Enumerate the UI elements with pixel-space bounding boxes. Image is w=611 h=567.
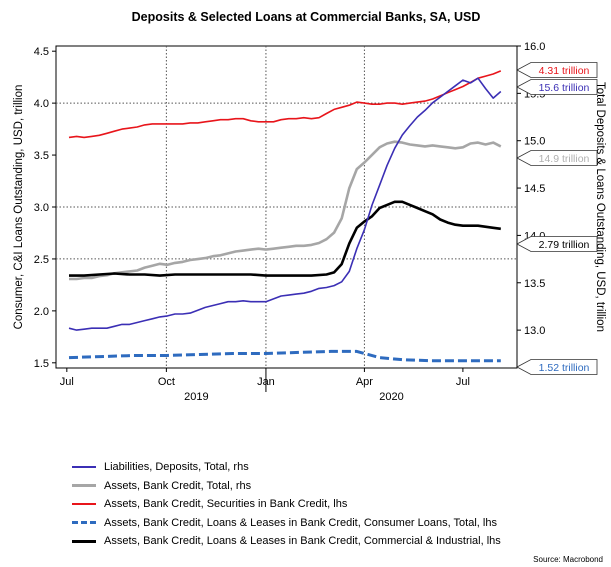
- source-note: Source: Macrobond: [533, 555, 603, 564]
- end-label-box: [516, 62, 598, 78]
- legend: Liabilities, Deposits, Total, rhs Assets…: [72, 458, 501, 551]
- x-tick-label: Oct: [158, 376, 175, 388]
- series-line: [69, 140, 502, 281]
- end-label: 2.79 trillion: [516, 236, 598, 252]
- y-right-tick-label: 13.5: [524, 278, 545, 290]
- end-label-text: 2.79 trillion: [539, 239, 590, 251]
- end-label-box: [516, 150, 598, 166]
- legend-item-deposits: Liabilities, Deposits, Total, rhs: [72, 458, 501, 477]
- axes: 4.54.03.53.02.52.01.516.015.515.014.514.…: [34, 41, 546, 403]
- y-left-tick-label: 3.5: [34, 150, 49, 162]
- legend-swatch: [72, 539, 96, 543]
- chart-title: Deposits & Selected Loans at Commercial …: [132, 10, 481, 24]
- end-label: 1.52 trillion: [516, 359, 598, 375]
- series-line: [68, 77, 502, 331]
- end-label-box: [516, 359, 598, 375]
- x-year-label: 2020: [379, 391, 403, 403]
- end-label-box: [516, 236, 598, 252]
- x-tick-label: Jul: [456, 376, 470, 388]
- series-line: [68, 349, 501, 363]
- end-label-text: 4.31 trillion: [539, 65, 590, 77]
- legend-item-consumer-loans: Assets, Bank Credit, Loans & Leases in B…: [72, 514, 501, 533]
- end-label-text: 14.9 trillion: [539, 153, 590, 165]
- end-label-box: [516, 79, 598, 95]
- legend-swatch: [72, 484, 96, 488]
- plot-area: [55, 45, 518, 369]
- y-left-tick-label: 4.5: [34, 46, 49, 58]
- legend-item-ci-loans: Assets, Bank Credit, Loans & Leases in B…: [72, 532, 501, 551]
- grid-lines: [56, 46, 517, 368]
- end-label-text: 15.6 trillion: [539, 82, 590, 94]
- legend-swatch: [72, 521, 96, 525]
- legend-item-bank-credit: Assets, Bank Credit, Total, rhs: [72, 477, 501, 496]
- end-label: 14.9 trillion: [516, 150, 598, 166]
- y-left-tick-label: 2.5: [34, 254, 49, 266]
- x-year-label: 2019: [184, 391, 208, 403]
- series-line: [69, 200, 501, 277]
- series-line: [68, 70, 502, 139]
- legend-item-securities: Assets, Bank Credit, Securities in Bank …: [72, 495, 501, 514]
- y-left-tick-label: 3.0: [34, 202, 49, 214]
- end-label: 4.31 trillion: [516, 62, 598, 78]
- y-axis-left-label: Consumer, C&I Loans Outstanding, USD, tr…: [13, 85, 25, 330]
- x-tick-label: Jul: [60, 376, 74, 388]
- y-axis-right-label: Total Deposits & Loans Outstanding, USD,…: [594, 82, 606, 332]
- y-right-tick-label: 13.0: [524, 325, 545, 337]
- series-layer: [68, 70, 502, 363]
- y-left-tick-label: 4.0: [34, 98, 49, 110]
- legend-label: Assets, Bank Credit, Loans & Leases in B…: [104, 516, 497, 529]
- end-labels: 4.31 trillion 15.6 trillion 14.9 trillion 2…: [516, 62, 598, 375]
- legend-label: Assets, Bank Credit, Total, rhs: [104, 479, 252, 492]
- y-right-tick-label: 15.0: [524, 136, 545, 148]
- legend-label: Assets, Bank Credit, Loans & Leases in B…: [104, 535, 501, 547]
- end-label-text: 1.52 trillion: [539, 362, 590, 374]
- x-tick-label: Apr: [356, 376, 373, 388]
- y-left-tick-label: 2.0: [34, 306, 49, 318]
- y-left-tick-label: 1.5: [34, 358, 49, 370]
- legend-label: Assets, Bank Credit, Securities in Bank …: [104, 498, 348, 510]
- legend-swatch: [72, 503, 96, 506]
- legend-swatch: [72, 466, 96, 469]
- y-right-tick-label: 14.5: [524, 183, 545, 195]
- end-label: 15.6 trillion: [516, 79, 598, 95]
- y-right-tick-label: 16.0: [524, 41, 545, 53]
- legend-label: Liabilities, Deposits, Total, rhs: [104, 461, 249, 473]
